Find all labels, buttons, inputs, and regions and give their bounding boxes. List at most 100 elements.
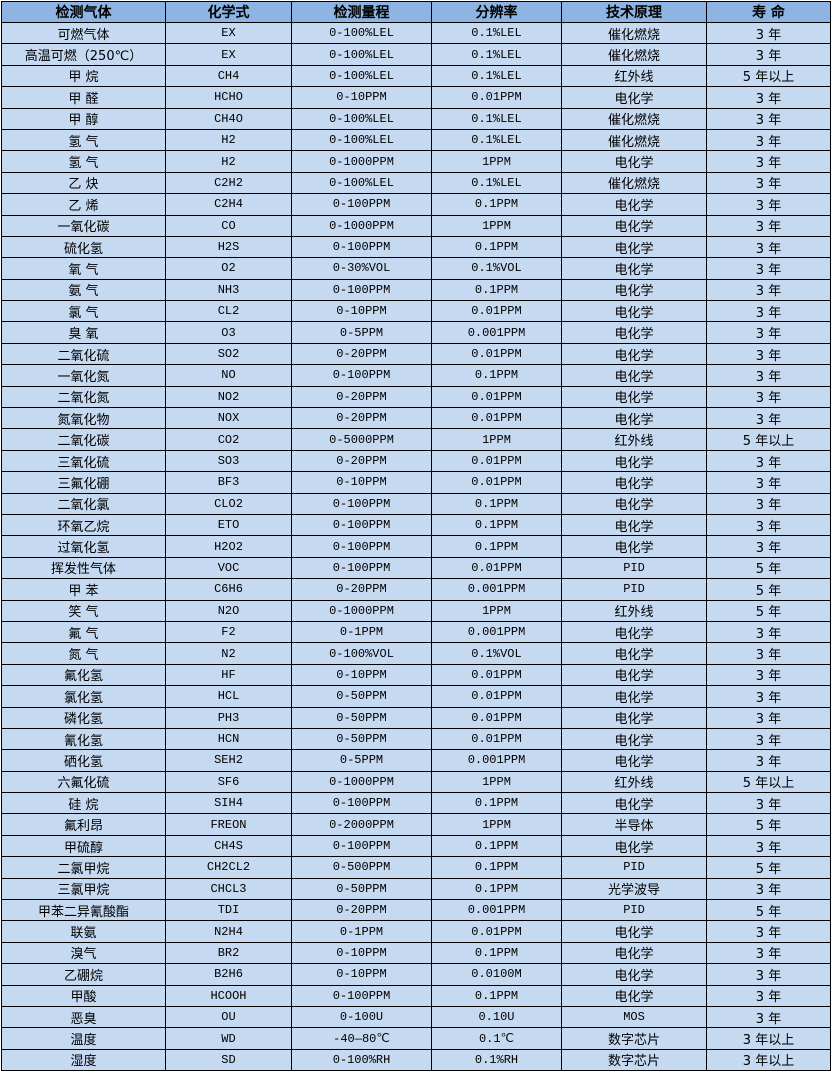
gas-cell: 氯 气 [1, 300, 166, 323]
formula-cell: H2 [165, 150, 292, 173]
range-cell: 0-10PPM [291, 663, 432, 687]
table-row: 可燃气体 EX 0-100%LEL 0.1%LEL 催化燃烧 3 年 [1, 21, 831, 45]
principle-cell: PID [561, 556, 707, 580]
table-row: 氟 气 F2 0-1PPM 0.001PPM 电化学 3 年 [1, 620, 831, 644]
formula-cell: N2H4 [165, 920, 292, 943]
resolution-cell: 0.1PPM [431, 792, 562, 815]
principle-cell: 红外线 [561, 428, 707, 451]
table-row: 二氧化硫 SO2 0-20PPM 0.01PPM 电化学 3 年 [1, 342, 831, 366]
formula-cell: EX [165, 43, 292, 66]
gas-cell: 二氯甲烷 [1, 856, 166, 879]
gas-cell: 一氧化氮 [1, 364, 166, 387]
lifespan-cell: 3 年 [706, 1005, 831, 1029]
principle-cell: 红外线 [561, 770, 707, 794]
lifespan-cell: 5 年以上 [706, 770, 831, 794]
gas-cell: 甲苯二异氰酸酯 [1, 899, 166, 922]
gas-cell: 硒化氢 [1, 749, 166, 772]
table-row: 氟利昂 FREON 0-2000PPM 1PPM 半导体 5 年 [1, 813, 831, 836]
lifespan-cell: 5 年 [706, 813, 831, 836]
principle-cell: 电化学 [561, 492, 707, 515]
range-cell: 0-20PPM [291, 449, 432, 473]
formula-cell: H2 [165, 128, 292, 152]
gas-cell: 甲酸 [1, 984, 166, 1007]
principle-cell: 电化学 [561, 407, 707, 430]
resolution-cell: 0.1PPM [431, 513, 562, 537]
principle-cell: 光学波导 [561, 877, 707, 901]
range-cell: 0-50PPM [291, 685, 432, 708]
formula-cell: BF3 [165, 471, 292, 494]
gas-cell: 三氯甲烷 [1, 877, 166, 901]
header-gas: 检测气体 [1, 1, 166, 23]
resolution-cell: 0.001PPM [431, 620, 562, 644]
table-row: 甲 醛 HCHO 0-10PPM 0.01PPM 电化学 3 年 [1, 86, 831, 109]
lifespan-cell: 3 年 [706, 620, 831, 644]
gas-cell: 高温可燃（250℃） [1, 43, 166, 66]
formula-cell: WD [165, 1027, 292, 1050]
table-row: 氯 气 CL2 0-10PPM 0.01PPM 电化学 3 年 [1, 300, 831, 323]
principle-cell: 电化学 [561, 513, 707, 537]
resolution-cell: 0.0100M [431, 963, 562, 986]
formula-cell: CH4S [165, 834, 292, 858]
formula-cell: CH4O [165, 107, 292, 130]
range-cell: 0-100%LEL [291, 21, 432, 45]
formula-cell: N2 [165, 642, 292, 665]
principle-cell: 电化学 [561, 834, 707, 858]
resolution-cell: 0.01PPM [431, 407, 562, 430]
gas-cell: 氟利昂 [1, 813, 166, 836]
table-row: 恶臭 OU 0-100U 0.10U MOS 3 年 [1, 1005, 831, 1029]
formula-cell: CHCL3 [165, 877, 292, 901]
range-cell: 0-50PPM [291, 706, 432, 729]
gas-cell: 氢 气 [1, 128, 166, 152]
range-cell: 0-100PPM [291, 984, 432, 1007]
resolution-cell: 0.01PPM [431, 471, 562, 494]
formula-cell: CO2 [165, 428, 292, 451]
formula-cell: EX [165, 21, 292, 45]
table-row: 硫化氢 H2S 0-100PPM 0.1PPM 电化学 3 年 [1, 235, 831, 259]
resolution-cell: 0.01PPM [431, 685, 562, 708]
formula-cell: NOX [165, 407, 292, 430]
resolution-cell: 1PPM [431, 150, 562, 173]
range-cell: 0-5PPM [291, 321, 432, 344]
resolution-cell: 0.1%VOL [431, 642, 562, 665]
principle-cell: 电化学 [561, 321, 707, 344]
resolution-cell: 0.1PPM [431, 856, 562, 879]
principle-cell: 数字芯片 [561, 1048, 707, 1072]
lifespan-cell: 3 年 [706, 834, 831, 858]
formula-cell: BR2 [165, 941, 292, 965]
table-row: 乙 烯 C2H4 0-100PPM 0.1PPM 电化学 3 年 [1, 193, 831, 216]
principle-cell: 催化燃烧 [561, 43, 707, 66]
gas-cell: 环氧乙烷 [1, 513, 166, 537]
table-row: 三氟化硼 BF3 0-10PPM 0.01PPM 电化学 3 年 [1, 471, 831, 494]
resolution-cell: 1PPM [431, 813, 562, 836]
range-cell: 0-20PPM [291, 578, 432, 601]
resolution-cell: 0.01PPM [431, 663, 562, 687]
lifespan-cell: 3 年 [706, 749, 831, 772]
range-cell: 0-100PPM [291, 513, 432, 537]
principle-cell: 电化学 [561, 727, 707, 751]
resolution-cell: 0.01PPM [431, 920, 562, 943]
gas-cell: 二氧化氮 [1, 385, 166, 409]
table-row: 氯化氢 HCL 0-50PPM 0.01PPM 电化学 3 年 [1, 685, 831, 708]
resolution-cell: 0.01PPM [431, 86, 562, 109]
range-cell: 0-100%LEL [291, 171, 432, 195]
resolution-cell: 0.01PPM [431, 342, 562, 366]
formula-cell: CLO2 [165, 492, 292, 515]
gas-cell: 甲 醇 [1, 107, 166, 130]
formula-cell: SO2 [165, 342, 292, 366]
principle-cell: 电化学 [561, 364, 707, 387]
principle-cell: PID [561, 899, 707, 922]
formula-cell: NH3 [165, 278, 292, 302]
range-cell: 0-1000PPM [291, 150, 432, 173]
range-cell: 0-10PPM [291, 941, 432, 965]
gas-cell: 笑 气 [1, 599, 166, 622]
resolution-cell: 0.001PPM [431, 899, 562, 922]
gas-cell: 硅 烷 [1, 792, 166, 815]
resolution-cell: 0.01PPM [431, 300, 562, 323]
formula-cell: SEH2 [165, 749, 292, 772]
table-row: 甲 烷 CH4 0-100%LEL 0.1%LEL 红外线 5 年以上 [1, 64, 831, 88]
gas-cell: 氟 气 [1, 620, 166, 644]
lifespan-cell: 3 年以上 [706, 1027, 831, 1050]
lifespan-cell: 5 年 [706, 899, 831, 922]
formula-cell: FREON [165, 813, 292, 836]
formula-cell: OU [165, 1005, 292, 1029]
